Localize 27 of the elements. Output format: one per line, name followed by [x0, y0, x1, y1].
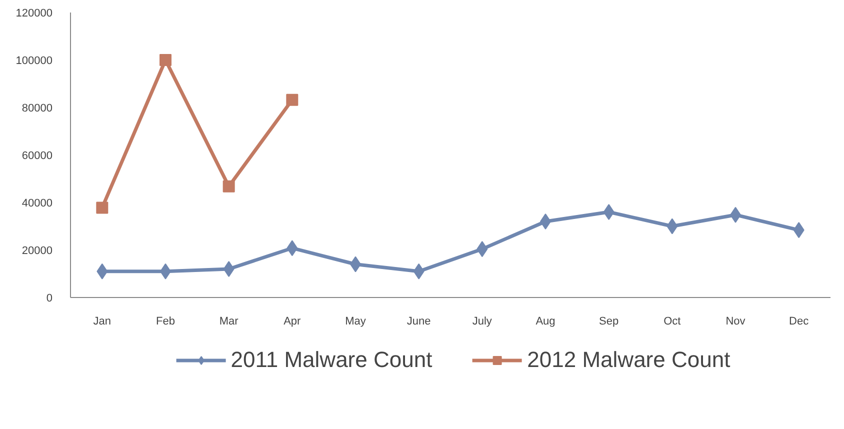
x-tick-label: Nov — [726, 316, 746, 328]
x-tick-label: Mar — [219, 316, 239, 328]
point — [160, 54, 172, 66]
legend-label: 2011 Malware Count — [230, 347, 432, 373]
y-tick-label: 120000 — [16, 8, 53, 20]
x-tick-label: Sep — [599, 316, 619, 328]
x-tick-label: Jan — [93, 316, 112, 328]
y-tick-label: 0 — [46, 292, 53, 304]
point — [222, 180, 235, 192]
y-tick-label: 20000 — [22, 245, 53, 257]
point — [223, 261, 234, 277]
x-tick-label: Oct — [664, 316, 681, 328]
y-tick-label: 60000 — [22, 150, 53, 162]
point — [603, 204, 614, 220]
x-tick-label: June — [406, 316, 431, 328]
point — [96, 202, 108, 214]
x-tick-label: May — [345, 316, 366, 328]
x-tick-label: Dec — [789, 316, 810, 328]
legend-label: 2012 Malware Count — [527, 347, 730, 373]
x-tick-label: Aug — [536, 316, 556, 328]
y-tick-label: 80000 — [22, 102, 53, 114]
x-tick-label: Feb — [156, 316, 175, 328]
y-tick-label: 100000 — [16, 55, 53, 67]
point — [286, 94, 298, 106]
x-tick-label: July — [472, 316, 492, 328]
x-tick-label: Apr — [284, 316, 302, 328]
y-tick-label: 40000 — [22, 198, 53, 210]
